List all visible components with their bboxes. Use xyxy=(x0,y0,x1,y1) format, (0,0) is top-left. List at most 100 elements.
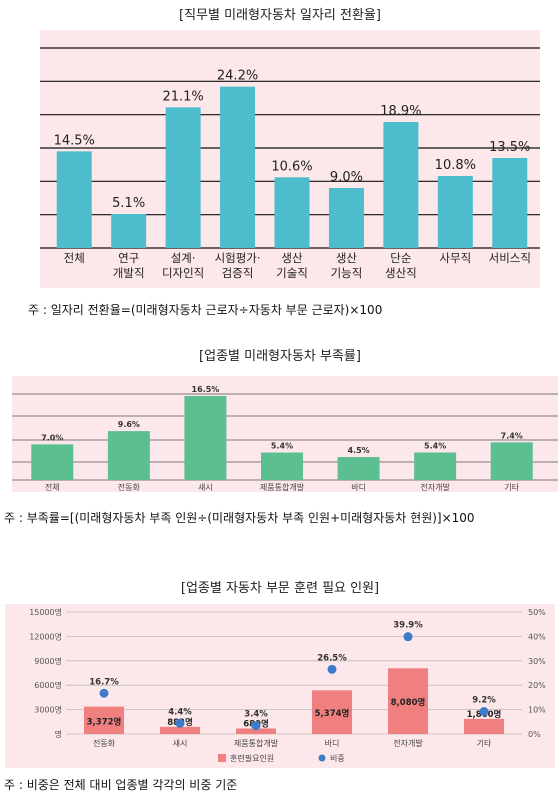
chart3-y2-tick: 50% xyxy=(528,608,546,617)
chart3-y-tick: 9000명 xyxy=(34,656,62,666)
chart2-bar xyxy=(107,431,150,480)
chart1-value-label: 13.5% xyxy=(489,140,530,155)
chart2-category-label: 전동화 xyxy=(118,482,141,492)
chart1-value-label: 18.9% xyxy=(380,104,421,119)
chart3-share-dot xyxy=(99,688,109,698)
chart1-bar xyxy=(56,151,92,248)
chart1-bar xyxy=(220,86,256,249)
chart1-category-label: 사무직 xyxy=(439,251,471,265)
chart3-legend-bar-label: 훈련필요인원 xyxy=(230,753,274,763)
chart2-category-label: 섀시 xyxy=(198,482,213,492)
chart2-bar xyxy=(414,452,457,480)
chart3-category-label: 전자개발 xyxy=(393,738,423,748)
chart3-legend-dot-swatch xyxy=(318,754,326,762)
chart3-y2-tick: 0% xyxy=(528,730,541,739)
chart2-bar xyxy=(490,442,533,480)
chart1-value-label: 9.0% xyxy=(330,170,363,185)
chart2-value-label: 4.5% xyxy=(347,446,369,455)
chart3-background xyxy=(5,604,555,768)
chart2-value-label: 5.4% xyxy=(271,442,293,451)
chart3-share-dot xyxy=(479,707,489,717)
chart2-value-label: 7.0% xyxy=(41,433,63,442)
chart2-category-label: 제품통합개발 xyxy=(260,482,305,492)
chart1-bar xyxy=(274,177,310,248)
chart1-category-label: 시험평가· xyxy=(215,251,261,265)
chart1-category-label: 설계· xyxy=(171,251,196,265)
chart3-title: [업종별 자동차 부문 훈련 필요 인원] xyxy=(180,581,380,596)
chart2-category-label: 바디 xyxy=(351,482,366,492)
chart3-category-label: 전동화 xyxy=(93,738,116,748)
chart1-bar xyxy=(111,214,147,248)
chart3-category-label: 제품통합개발 xyxy=(234,738,279,748)
chart1-category-label: 생산 xyxy=(336,251,358,265)
chart3-y2-tick: 30% xyxy=(528,657,546,666)
chart3-y-tick: 15000명 xyxy=(29,607,62,617)
chart3-share-label: 16.7% xyxy=(89,677,119,687)
chart2-plot: 7.0% 전체 9.6% 전동화 16.5% 섀시 5.4% 제품통합개발 4.5% 바디 5.4%… xyxy=(12,376,558,492)
chart3-share-label: 9.2% xyxy=(472,696,496,706)
chart3-share-label: 39.9% xyxy=(393,621,423,631)
chart3-share-label: 4.4% xyxy=(168,707,192,717)
chart3-y2-tick: 10% xyxy=(528,706,546,715)
chart3-note: 주 : 비중은 전체 대비 업종별 각각의 비중 기준 xyxy=(4,778,238,792)
chart2-category-label: 전체 xyxy=(45,482,60,492)
chart3-share-dot xyxy=(175,718,185,728)
chart2-bar xyxy=(261,452,303,480)
chart3-bar xyxy=(84,706,124,734)
chart2-value-label: 16.5% xyxy=(192,385,220,394)
chart3-y2-tick: 40% xyxy=(528,632,546,641)
chart1-category-label: 연구 xyxy=(118,251,139,265)
chart3-bar-label: 8,080명 xyxy=(391,697,426,708)
chart3-legend-bar-swatch xyxy=(218,754,226,762)
chart3-y-tick: 3000명 xyxy=(34,705,62,715)
chart2-title: [업종별 미래형자동차 부족률] xyxy=(199,349,361,364)
chart3-bar-label: 3,372명 xyxy=(87,716,122,727)
chart1-category-label: 기술직 xyxy=(276,266,308,280)
chart1-category-label: 단순 xyxy=(390,251,411,265)
chart2-category-label: 전자개발 xyxy=(420,482,450,492)
chart1-category-label: 전체 xyxy=(64,251,85,265)
chart1-bar xyxy=(383,122,419,248)
chart1-category-label: 서비스직 xyxy=(489,251,531,265)
chart3-share-dot xyxy=(327,664,337,674)
chart2-note: 주 : 부족률=[(미래형자동차 부족 인원÷(미래형자동차 부족 인원+미래형… xyxy=(4,511,475,525)
chart2-category-label: 기타 xyxy=(504,483,519,492)
chart1-category-label: 디자인직 xyxy=(162,266,204,280)
chart2-bar xyxy=(31,444,74,480)
chart1-value-label: 5.1% xyxy=(112,196,145,211)
chart1-note: 주 : 일자리 전환율=(미래형자동차 근로자÷자동차 부문 근로자)×100 xyxy=(28,303,383,317)
chart3-bar xyxy=(388,668,428,734)
chart3-category-label: 섀시 xyxy=(173,738,188,748)
chart3-share-label: 26.5% xyxy=(317,653,347,663)
chart3-category-label: 기타 xyxy=(477,739,492,748)
chart3-share-dot xyxy=(251,721,261,731)
chart2-bar xyxy=(184,396,227,480)
chart3-plot: 15000명 50% 12000명 40% 9000명 30% 6000명 20% 3000명 1… xyxy=(5,604,555,768)
chart2-value-label: 5.4% xyxy=(424,442,446,451)
chart1-category-label: 생산직 xyxy=(385,266,417,280)
chart1-category-label: 개발직 xyxy=(113,266,145,280)
chart3-bar xyxy=(312,690,352,734)
chart1-category-label: 기능직 xyxy=(331,266,363,280)
chart1-category-label: 생산 xyxy=(281,251,303,265)
chart3-bar xyxy=(464,718,504,734)
chart1-bar xyxy=(492,158,528,248)
chart3-share-dot xyxy=(403,632,413,642)
chart1-bar xyxy=(165,107,201,248)
chart2-value-label: 9.6% xyxy=(118,420,140,429)
chart2-value-label: 7.4% xyxy=(501,431,523,440)
chart1-bar xyxy=(437,176,473,248)
chart1-bar xyxy=(328,188,364,248)
chart1-category-label: 검증직 xyxy=(222,266,254,280)
chart1-value-label: 21.1% xyxy=(162,89,203,104)
chart1-value-label: 10.8% xyxy=(435,158,476,173)
chart3-y-tick: 12000명 xyxy=(29,631,62,641)
chart3-category-label: 바디 xyxy=(325,738,340,748)
chart3-bar-label: 5,374명 xyxy=(315,708,350,719)
chart3-bar xyxy=(160,726,200,734)
chart1-value-label: 24.2% xyxy=(217,69,258,84)
chart3-y2-tick: 20% xyxy=(528,681,546,690)
chart3-bar xyxy=(236,728,276,734)
chart2-bar xyxy=(337,457,380,480)
